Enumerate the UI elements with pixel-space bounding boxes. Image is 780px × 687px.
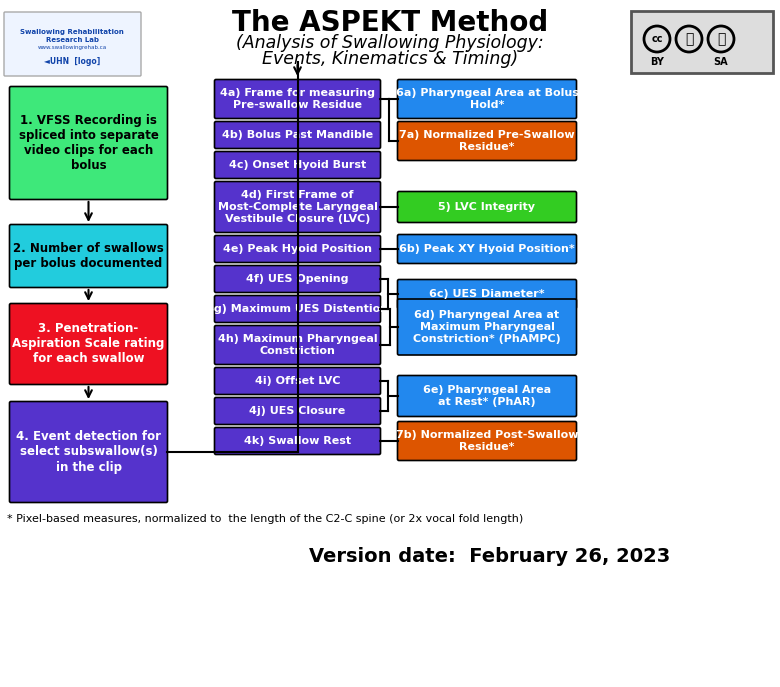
Text: www.swallowingrehab.ca: www.swallowingrehab.ca [37, 45, 107, 51]
Text: Research Lab: Research Lab [45, 37, 98, 43]
Text: 4i) Offset LVC: 4i) Offset LVC [255, 376, 340, 386]
FancyBboxPatch shape [631, 11, 773, 73]
FancyBboxPatch shape [215, 152, 381, 179]
Text: ⓘ: ⓘ [685, 32, 693, 46]
FancyBboxPatch shape [215, 265, 381, 293]
Text: 4a) Frame for measuring
Pre-swallow Residue: 4a) Frame for measuring Pre-swallow Resi… [220, 88, 375, 110]
Text: cc: cc [651, 34, 663, 44]
Text: Events, Kinematics & Timing): Events, Kinematics & Timing) [262, 50, 518, 68]
FancyBboxPatch shape [215, 181, 381, 232]
Text: 2. Number of swallows
per bolus documented: 2. Number of swallows per bolus document… [13, 242, 164, 270]
FancyBboxPatch shape [215, 80, 381, 118]
FancyBboxPatch shape [9, 87, 168, 199]
Text: 1. VFSS Recording is
spliced into separate
video clips for each
bolus: 1. VFSS Recording is spliced into separa… [19, 114, 158, 172]
Text: (Analysis of Swallowing Physiology:: (Analysis of Swallowing Physiology: [236, 34, 544, 52]
Text: Swallowing Rehabilitation: Swallowing Rehabilitation [20, 29, 124, 35]
FancyBboxPatch shape [9, 304, 168, 385]
FancyBboxPatch shape [398, 299, 576, 355]
Text: 4h) Maximum Pharyngeal
Constriction: 4h) Maximum Pharyngeal Constriction [218, 334, 378, 356]
Text: 4c) Onset Hyoid Burst: 4c) Onset Hyoid Burst [229, 160, 366, 170]
FancyBboxPatch shape [398, 422, 576, 460]
FancyBboxPatch shape [215, 368, 381, 394]
Text: 5) LVC Integrity: 5) LVC Integrity [438, 202, 536, 212]
FancyBboxPatch shape [215, 295, 381, 322]
Text: ⓢ: ⓢ [717, 32, 725, 46]
Text: ◄UHN  [logo]: ◄UHN [logo] [44, 58, 100, 67]
Text: BY: BY [650, 57, 664, 67]
Text: 4g) Maximum UES Distention: 4g) Maximum UES Distention [207, 304, 388, 314]
Text: 4d) First Frame of
Most-Complete Laryngeal
Vestibule Closure (LVC): 4d) First Frame of Most-Complete Larynge… [218, 190, 378, 223]
FancyBboxPatch shape [398, 122, 576, 161]
FancyBboxPatch shape [9, 225, 168, 287]
FancyBboxPatch shape [398, 280, 576, 308]
Text: 4e) Peak Hyoid Position: 4e) Peak Hyoid Position [223, 244, 372, 254]
Text: 6d) Pharyngeal Area at
Maximum Pharyngeal
Constriction* (PhAMPC): 6d) Pharyngeal Area at Maximum Pharyngea… [413, 311, 561, 344]
Text: 4k) Swallow Rest: 4k) Swallow Rest [244, 436, 351, 446]
Text: 3. Penetration-
Aspiration Scale rating
for each swallow: 3. Penetration- Aspiration Scale rating … [12, 322, 165, 365]
FancyBboxPatch shape [398, 234, 576, 264]
Text: 6b) Peak XY Hyoid Position*: 6b) Peak XY Hyoid Position* [399, 244, 575, 254]
Text: 6e) Pharyngeal Area
at Rest* (PhAR): 6e) Pharyngeal Area at Rest* (PhAR) [423, 385, 551, 407]
Text: 4f) UES Opening: 4f) UES Opening [246, 274, 349, 284]
Text: Version date:  February 26, 2023: Version date: February 26, 2023 [310, 548, 671, 567]
Text: 7b) Normalized Post-Swallow
Residue*: 7b) Normalized Post-Swallow Residue* [395, 430, 578, 452]
Text: 4j) UES Closure: 4j) UES Closure [250, 406, 346, 416]
FancyBboxPatch shape [215, 427, 381, 455]
Text: 6a) Pharyngeal Area at Bolus
Hold*: 6a) Pharyngeal Area at Bolus Hold* [395, 88, 579, 110]
Text: The ASPEKT Method: The ASPEKT Method [232, 9, 548, 37]
FancyBboxPatch shape [215, 398, 381, 425]
FancyBboxPatch shape [215, 236, 381, 262]
FancyBboxPatch shape [398, 192, 576, 223]
Text: 4. Event detection for
select subswallow(s)
in the clip: 4. Event detection for select subswallow… [16, 431, 161, 473]
FancyBboxPatch shape [398, 376, 576, 416]
Text: 7a) Normalized Pre-Swallow
Residue*: 7a) Normalized Pre-Swallow Residue* [399, 131, 575, 152]
Text: * Pixel-based measures, normalized to  the length of the C2-C spine (or 2x vocal: * Pixel-based measures, normalized to th… [7, 514, 523, 524]
Text: SA: SA [714, 57, 729, 67]
Text: 6c) UES Diameter*: 6c) UES Diameter* [429, 289, 544, 299]
FancyBboxPatch shape [215, 122, 381, 148]
FancyBboxPatch shape [9, 401, 168, 502]
FancyBboxPatch shape [398, 80, 576, 118]
FancyBboxPatch shape [4, 12, 141, 76]
Text: 4b) Bolus Past Mandible: 4b) Bolus Past Mandible [222, 130, 373, 140]
FancyBboxPatch shape [215, 326, 381, 365]
